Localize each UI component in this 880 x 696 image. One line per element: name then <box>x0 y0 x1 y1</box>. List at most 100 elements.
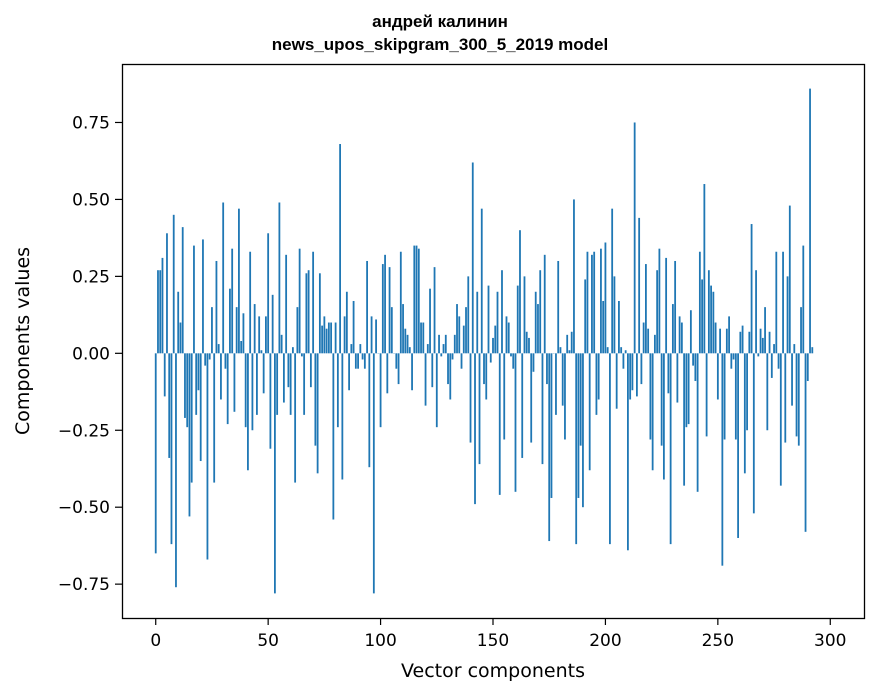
bar-81 <box>336 353 339 428</box>
bar-251 <box>719 328 721 354</box>
bar-62 <box>294 353 297 483</box>
bar-279 <box>782 251 784 354</box>
bar-270 <box>761 337 764 354</box>
bar-220 <box>649 353 652 440</box>
bar-291 <box>809 88 811 354</box>
bar-249 <box>714 322 717 354</box>
bar-290 <box>806 353 809 382</box>
bar-286 <box>797 353 800 446</box>
bar-204 <box>613 276 616 354</box>
bar-92 <box>361 353 364 360</box>
bar-121 <box>426 344 429 354</box>
bar-31 <box>224 353 227 369</box>
bar-153 <box>498 353 501 495</box>
bar-43 <box>251 353 254 431</box>
bar-175 <box>548 353 551 542</box>
bar-255 <box>728 316 730 354</box>
bar-48 <box>262 353 265 394</box>
bar-85 <box>345 291 348 354</box>
bar-235 <box>683 353 686 486</box>
bar-79 <box>332 353 335 520</box>
bar-189 <box>579 353 582 446</box>
bar-178 <box>555 353 557 415</box>
bar-142 <box>474 353 476 505</box>
bar-36 <box>235 307 238 354</box>
bar-225 <box>660 353 663 446</box>
bar-185 <box>570 331 573 354</box>
bar-149 <box>489 353 492 363</box>
bar-86 <box>348 353 350 391</box>
bar-152 <box>496 291 499 354</box>
bar-232 <box>676 353 679 403</box>
bar-150 <box>492 337 494 354</box>
bar-117 <box>417 248 420 354</box>
x-tick-label: 250 <box>702 631 734 651</box>
bar-187 <box>575 353 578 545</box>
bar-88 <box>352 300 355 354</box>
bar-58 <box>285 254 288 354</box>
bar-219 <box>647 328 650 354</box>
bar-245 <box>705 353 708 437</box>
bar-127 <box>440 353 443 357</box>
bar-113 <box>408 347 411 354</box>
bar-95 <box>368 353 371 468</box>
bar-66 <box>303 353 306 415</box>
bar-78 <box>330 322 333 354</box>
bar-161 <box>516 285 519 354</box>
bar-246 <box>707 270 710 354</box>
bar-147 <box>485 353 488 400</box>
y-tick-label: 0.50 <box>72 190 110 210</box>
bar-184 <box>568 350 571 354</box>
bar-209 <box>624 350 627 354</box>
bar-212 <box>631 353 634 391</box>
bar-238 <box>689 310 692 354</box>
bar-190 <box>582 353 584 508</box>
bar-243 <box>701 279 704 354</box>
bar-133 <box>453 334 456 354</box>
bar-72 <box>316 353 319 474</box>
bar-253 <box>723 353 726 440</box>
bar-268 <box>757 353 760 357</box>
bar-172 <box>541 353 544 465</box>
bar-83 <box>341 353 344 480</box>
bar-57 <box>282 353 285 403</box>
bar-45 <box>256 353 258 415</box>
bar-277 <box>777 353 780 369</box>
bar-41 <box>247 353 249 471</box>
bar-233 <box>678 316 681 354</box>
bar-210 <box>627 353 629 551</box>
bar-119 <box>422 322 425 354</box>
bar-145 <box>480 208 483 354</box>
bar-67 <box>305 273 308 354</box>
bar-228 <box>667 353 670 394</box>
bar-258 <box>734 353 737 440</box>
bar-109 <box>399 251 402 354</box>
bar-37 <box>238 208 240 354</box>
bar-104 <box>388 267 391 354</box>
bar-192 <box>586 251 589 354</box>
bar-6 <box>168 353 171 458</box>
bar-162 <box>519 230 521 354</box>
bar-114 <box>411 353 413 391</box>
bar-224 <box>658 248 661 354</box>
bar-257 <box>732 353 735 360</box>
y-axis: −0.75 −0.50 −0.25 0.00 0.25 0.50 0.75 <box>58 113 122 595</box>
bar-263 <box>746 353 748 431</box>
bar-216 <box>640 353 643 385</box>
bar-215 <box>638 217 641 354</box>
bar-173 <box>543 254 546 354</box>
bar-248 <box>712 291 715 354</box>
bar-237 <box>687 353 690 425</box>
bar-90 <box>357 353 359 369</box>
bar-35 <box>233 353 236 412</box>
bar-91 <box>359 344 362 354</box>
bar-278 <box>779 353 782 486</box>
y-tick-label: −0.50 <box>58 498 110 518</box>
bar-54 <box>276 353 279 415</box>
bar-264 <box>748 331 751 354</box>
bar-250 <box>716 353 719 400</box>
bar-166 <box>528 337 530 354</box>
bar-200 <box>604 242 607 354</box>
bar-241 <box>696 353 699 492</box>
x-axis: 0 50 100 150 200 250 300 <box>150 618 846 651</box>
